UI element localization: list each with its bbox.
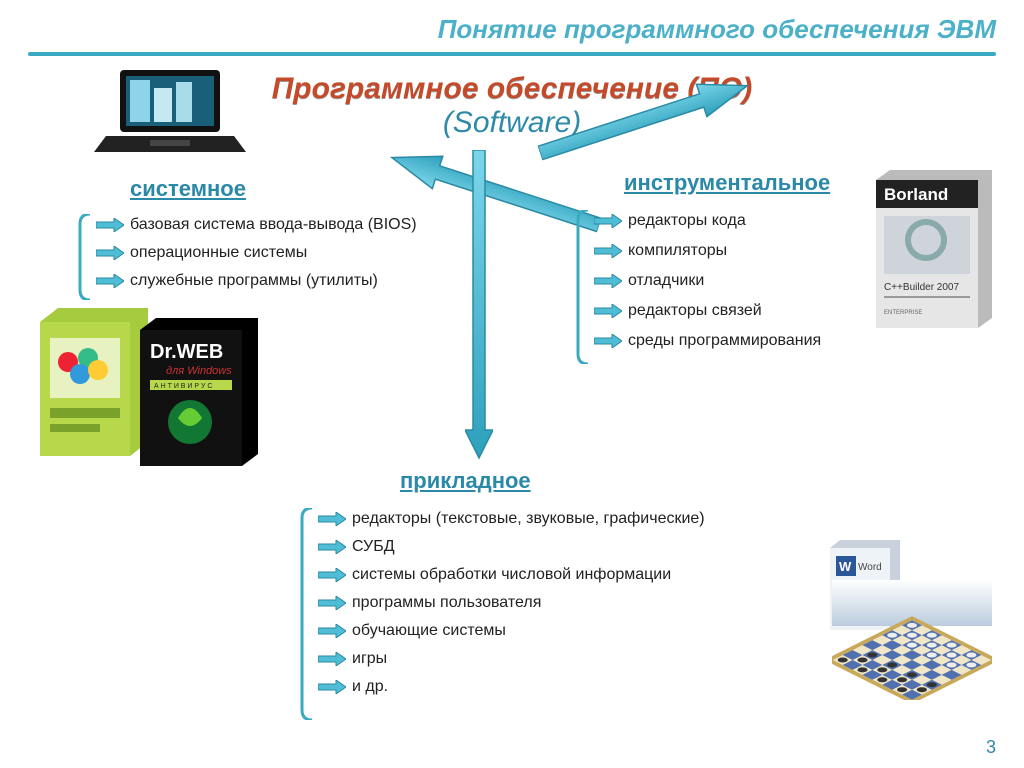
svg-text:Borland: Borland (884, 185, 948, 204)
list-item-label: системы обработки числовой информации (352, 566, 671, 584)
list-item-label: операционные системы (130, 244, 307, 262)
windows-box-icon (40, 308, 150, 458)
svg-text:Word: Word (858, 562, 882, 573)
list-item-label: редакторы кода (628, 212, 746, 230)
category-app-list: редакторы (текстовые, звуковые, графичес… (318, 510, 705, 706)
list-item: игры (318, 650, 705, 668)
header-rule (28, 52, 996, 56)
list-item-label: обучающие системы (352, 622, 506, 640)
svg-text:C++Builder 2007: C++Builder 2007 (884, 282, 959, 293)
list-item: программы пользователя (318, 594, 705, 612)
list-item: компиляторы (594, 242, 821, 260)
checkers-icon (832, 580, 992, 700)
category-tool-list: редакторы кода компиляторы отладчики редакт… (594, 212, 821, 362)
slide-header: Понятие программного обеспечения ЭВМ (438, 14, 996, 45)
page-number: 3 (986, 737, 996, 758)
list-item: СУБД (318, 538, 705, 556)
svg-text:А Н Т И В И Р У С: А Н Т И В И Р У С (154, 383, 212, 390)
borland-box-icon: Borland C++Builder 2007 ENTERPRISE (876, 170, 994, 330)
list-item-label: отладчики (628, 272, 704, 290)
list-item: и др. (318, 678, 705, 696)
list-item-label: базовая система ввода-вывода (BIOS) (130, 216, 417, 234)
svg-text:Dr.WEB: Dr.WEB (150, 341, 223, 363)
list-item: системы обработки числовой информации (318, 566, 705, 584)
list-item-label: программы пользователя (352, 594, 541, 612)
list-bracket-app (300, 508, 314, 720)
list-item-label: компиляторы (628, 242, 727, 260)
category-tool-title: инструментальное (624, 170, 830, 196)
category-app-title: прикладное (400, 468, 531, 494)
category-system-list: базовая система ввода-вывода (BIOS) опера… (96, 216, 417, 300)
list-item-label: редакторы (текстовые, звуковые, графичес… (352, 510, 705, 528)
list-item: редакторы кода (594, 212, 821, 230)
list-item: базовая система ввода-вывода (BIOS) (96, 216, 417, 234)
list-item-label: СУБД (352, 538, 395, 556)
list-item: среды программирования (594, 332, 821, 350)
list-item: операционные системы (96, 244, 417, 262)
drweb-box-icon: Dr.WEB для Windows А Н Т И В И Р У С (140, 318, 260, 468)
arrow-to-app (465, 150, 493, 460)
laptop-icon (90, 64, 250, 156)
svg-text:ENTERPRISE: ENTERPRISE (884, 310, 922, 316)
list-item: обучающие системы (318, 622, 705, 640)
list-item-label: служебные программы (утилиты) (130, 272, 378, 290)
list-bracket-system (78, 214, 92, 300)
list-bracket-tool (576, 210, 590, 364)
svg-text:W: W (839, 559, 852, 574)
list-item-label: среды программирования (628, 332, 821, 350)
list-item-label: и др. (352, 678, 388, 696)
list-item: редакторы (текстовые, звуковые, графичес… (318, 510, 705, 528)
svg-text:для Windows: для Windows (166, 365, 232, 377)
category-system-title: системное (130, 176, 246, 202)
list-item-label: редакторы связей (628, 302, 762, 320)
list-item: редакторы связей (594, 302, 821, 320)
list-item: служебные программы (утилиты) (96, 272, 417, 290)
list-item-label: игры (352, 650, 387, 668)
list-item: отладчики (594, 272, 821, 290)
